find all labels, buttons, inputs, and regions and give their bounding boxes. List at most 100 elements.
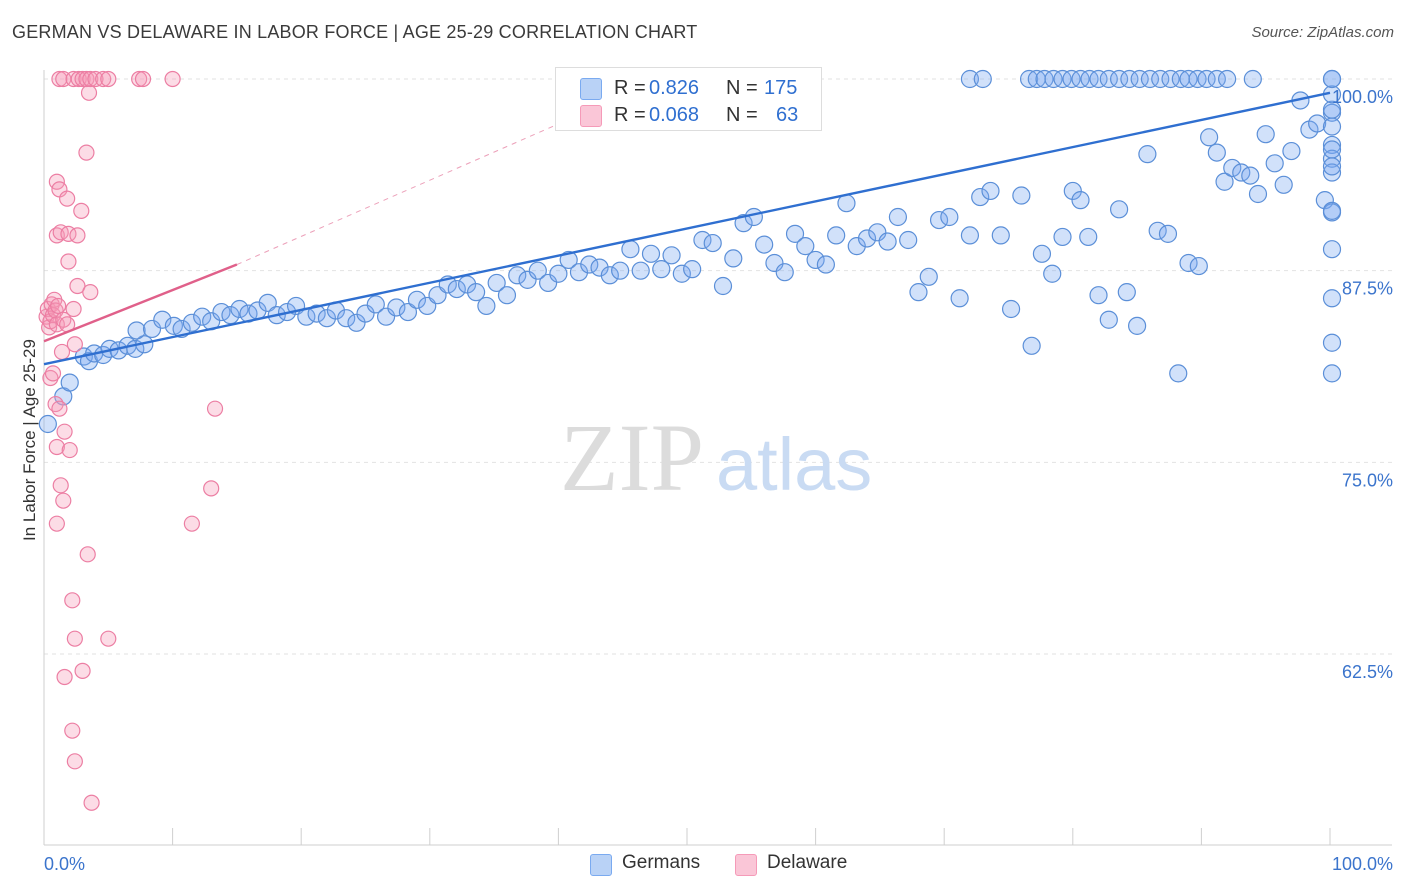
y-tick-label: 62.5% xyxy=(1342,662,1393,682)
point-germans xyxy=(1089,69,1108,89)
point-delaware xyxy=(60,253,77,270)
point-germans xyxy=(1022,336,1041,355)
trend-extension-delaware xyxy=(236,78,662,265)
point-germans xyxy=(1138,145,1157,164)
legend-n-label: N = xyxy=(726,104,758,126)
point-germans xyxy=(847,237,866,256)
source-label: Source: ZipAtlas.com xyxy=(1251,24,1394,41)
point-delaware xyxy=(56,668,73,686)
legend-swatch-delaware xyxy=(735,854,757,876)
point-delaware xyxy=(66,336,83,353)
point-germans xyxy=(1117,283,1136,302)
point-germans xyxy=(806,250,825,270)
point-germans xyxy=(1322,289,1342,308)
point-germans xyxy=(611,261,630,280)
point-germans xyxy=(182,313,201,332)
point-germans xyxy=(631,261,650,280)
legend-n-label: N = xyxy=(726,77,758,99)
legend-row-germans: R = 0.826 N = 175 xyxy=(556,75,821,103)
point-delaware xyxy=(51,400,68,417)
point-germans xyxy=(973,69,992,89)
point-germans xyxy=(1274,175,1293,194)
point-germans xyxy=(1151,69,1170,89)
point-delaware xyxy=(183,515,200,532)
point-germans xyxy=(1179,253,1198,273)
point-germans xyxy=(816,255,835,274)
point-germans xyxy=(600,266,619,285)
point-germans xyxy=(713,276,733,296)
point-delaware xyxy=(69,227,86,244)
point-delaware xyxy=(95,70,112,88)
point-germans xyxy=(356,304,375,323)
chart-title: GERMAN VS DELAWARE IN LABOR FORCE | AGE … xyxy=(12,22,698,42)
point-delaware xyxy=(61,441,78,459)
point-delaware xyxy=(131,70,148,88)
point-germans xyxy=(1322,240,1342,259)
point-germans xyxy=(407,290,427,309)
point-germans xyxy=(1322,69,1342,89)
x-tick-label: 0.0% xyxy=(44,854,85,874)
point-germans xyxy=(1001,299,1021,319)
point-germans xyxy=(1197,69,1216,89)
point-germans xyxy=(1012,186,1031,205)
point-delaware xyxy=(100,630,117,647)
point-germans xyxy=(940,207,959,227)
point-delaware xyxy=(66,630,83,647)
point-delaware xyxy=(48,438,65,456)
point-germans xyxy=(1223,158,1242,178)
point-germans xyxy=(652,260,671,279)
point-germans xyxy=(662,246,681,265)
point-germans xyxy=(230,299,249,319)
point-germans xyxy=(971,187,990,207)
point-germans xyxy=(590,258,609,277)
point-germans xyxy=(1207,69,1226,89)
point-germans xyxy=(1109,200,1129,219)
point-delaware xyxy=(66,753,83,770)
point-delaware xyxy=(64,592,81,609)
point-germans xyxy=(38,414,57,434)
point-delaware xyxy=(52,477,69,494)
point-germans xyxy=(1189,256,1208,276)
point-germans xyxy=(1043,264,1062,283)
point-delaware xyxy=(69,277,86,295)
point-germans xyxy=(1256,125,1275,144)
point-germans xyxy=(641,244,661,263)
point-germans xyxy=(466,283,486,302)
point-delaware xyxy=(42,369,59,387)
point-delaware xyxy=(44,365,62,382)
point-germans xyxy=(569,263,589,282)
legend-swatch-germans xyxy=(590,854,612,876)
legend-r-label: R = xyxy=(614,77,646,99)
point-delaware xyxy=(56,423,73,440)
point-germans xyxy=(929,210,949,230)
stats-legend: R = 0.826 N = 175 R = 0.068 N = 63 xyxy=(555,67,822,131)
point-germans xyxy=(1063,181,1082,201)
point-germans xyxy=(703,233,722,253)
point-germans xyxy=(477,296,496,316)
point-germans xyxy=(991,226,1010,245)
point-delaware xyxy=(78,144,95,161)
point-delaware xyxy=(74,662,91,679)
point-delaware xyxy=(59,190,76,207)
point-germans xyxy=(1207,143,1226,162)
point-germans xyxy=(827,226,846,245)
point-germans xyxy=(621,240,640,259)
point-germans xyxy=(1099,310,1118,329)
point-delaware xyxy=(55,492,72,509)
point-germans xyxy=(1099,69,1118,89)
point-germans xyxy=(1322,100,1342,119)
point-germans xyxy=(1127,316,1147,335)
point-delaware xyxy=(53,343,71,361)
point-germans xyxy=(878,232,897,251)
point-germans xyxy=(1019,69,1039,89)
legend-swatch-germans xyxy=(580,78,602,100)
point-germans xyxy=(193,307,212,326)
point-germans xyxy=(693,230,712,250)
point-germans xyxy=(487,273,506,293)
point-germans xyxy=(950,289,969,308)
point-germans xyxy=(785,224,805,243)
trend-lines xyxy=(43,78,1331,366)
point-germans xyxy=(888,207,908,227)
point-delaware xyxy=(79,546,96,563)
watermark-atlas: atlas xyxy=(716,423,872,506)
